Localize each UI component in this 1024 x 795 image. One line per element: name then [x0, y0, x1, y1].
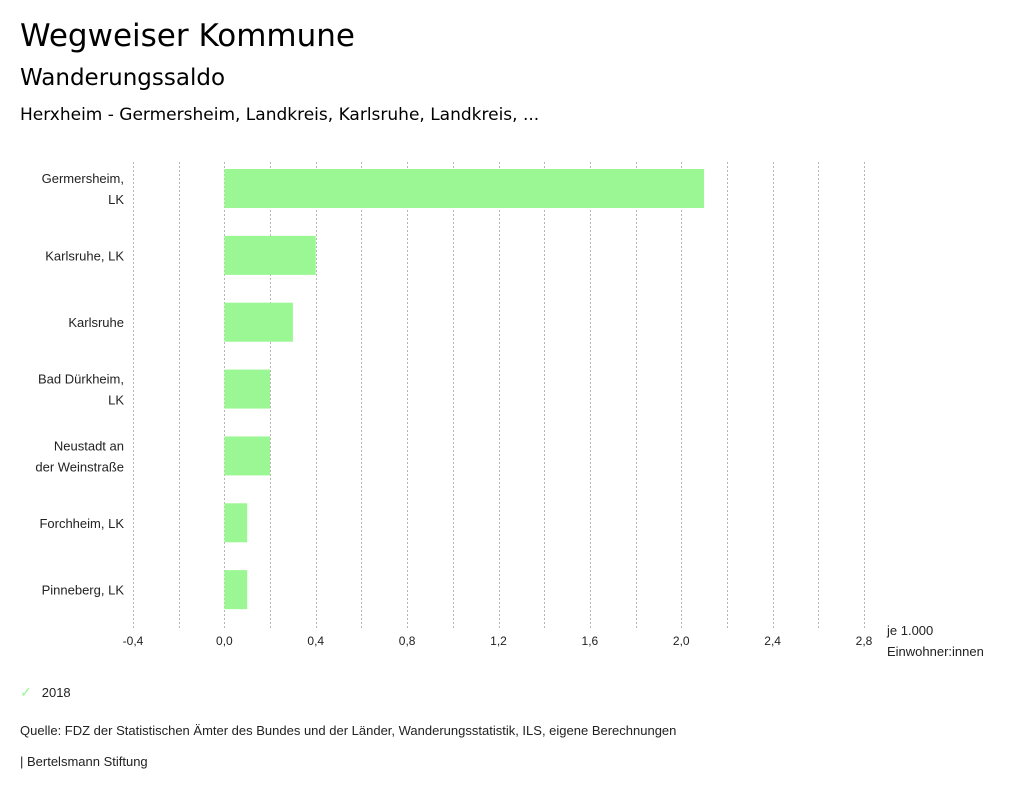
bar[interactable] [224, 302, 293, 342]
x-tick-label: 0,0 [216, 634, 233, 648]
bar[interactable] [224, 235, 316, 275]
x-tick-label: 2,8 [856, 634, 873, 648]
bars [224, 169, 705, 610]
legend-label-2018: 2018 [41, 685, 71, 700]
page-title: Wegweiser Kommune [20, 18, 355, 54]
x-tick-label: 2,4 [764, 634, 781, 648]
x-tick-label: 1,2 [490, 634, 507, 648]
category-label: Karlsruhe, LK [45, 248, 124, 263]
category-label: Karlsruhe [68, 315, 124, 330]
legend: ✓ 2018 [20, 684, 71, 701]
category-label: Pinneberg, LK [42, 583, 125, 598]
x-axis-unit-label-line1: je 1.000 [886, 623, 933, 638]
category-label: Germersheim, LK [42, 171, 125, 207]
category-label: Bad Dürkheim, LK [38, 372, 124, 408]
x-axis-unit-label-line2: Einwohner:innen [887, 644, 984, 659]
bar[interactable] [224, 169, 705, 208]
chart-subtitle: Wanderungssaldo [20, 65, 226, 91]
category-label: Neustadt an der Weinstraße [35, 438, 124, 474]
bar[interactable] [224, 369, 271, 409]
category-label: Forchheim, LK [39, 516, 124, 531]
category-labels: Germersheim, LK Karlsruhe, LK Karlsruhe Bad … [35, 171, 124, 598]
x-tick-label: 1,6 [582, 634, 599, 648]
x-tick-label: 0,4 [307, 634, 324, 648]
x-tick-label: 2,0 [673, 634, 690, 648]
brand-note: | Bertelsmann Stiftung [20, 754, 148, 769]
x-tick-labels: -0,4 0,0 0,4 0,8 1,2 1,6 2,0 2,4 2,8 [123, 634, 873, 648]
region-selection: Herxheim - Germersheim, Landkreis, Karls… [20, 105, 540, 125]
x-tick-label: 0,8 [399, 634, 416, 648]
bar[interactable] [224, 570, 248, 610]
check-icon[interactable]: ✓ [20, 684, 32, 700]
source-note: Quelle: FDZ der Statistischen Ämter des … [20, 723, 677, 738]
bar-chart: Germersheim, LK Karlsruhe, LK Karlsruhe Bad … [35, 162, 984, 659]
bar[interactable] [224, 503, 248, 543]
gridlines [133, 162, 865, 628]
bar[interactable] [224, 436, 271, 476]
x-tick-label: -0,4 [123, 634, 144, 648]
